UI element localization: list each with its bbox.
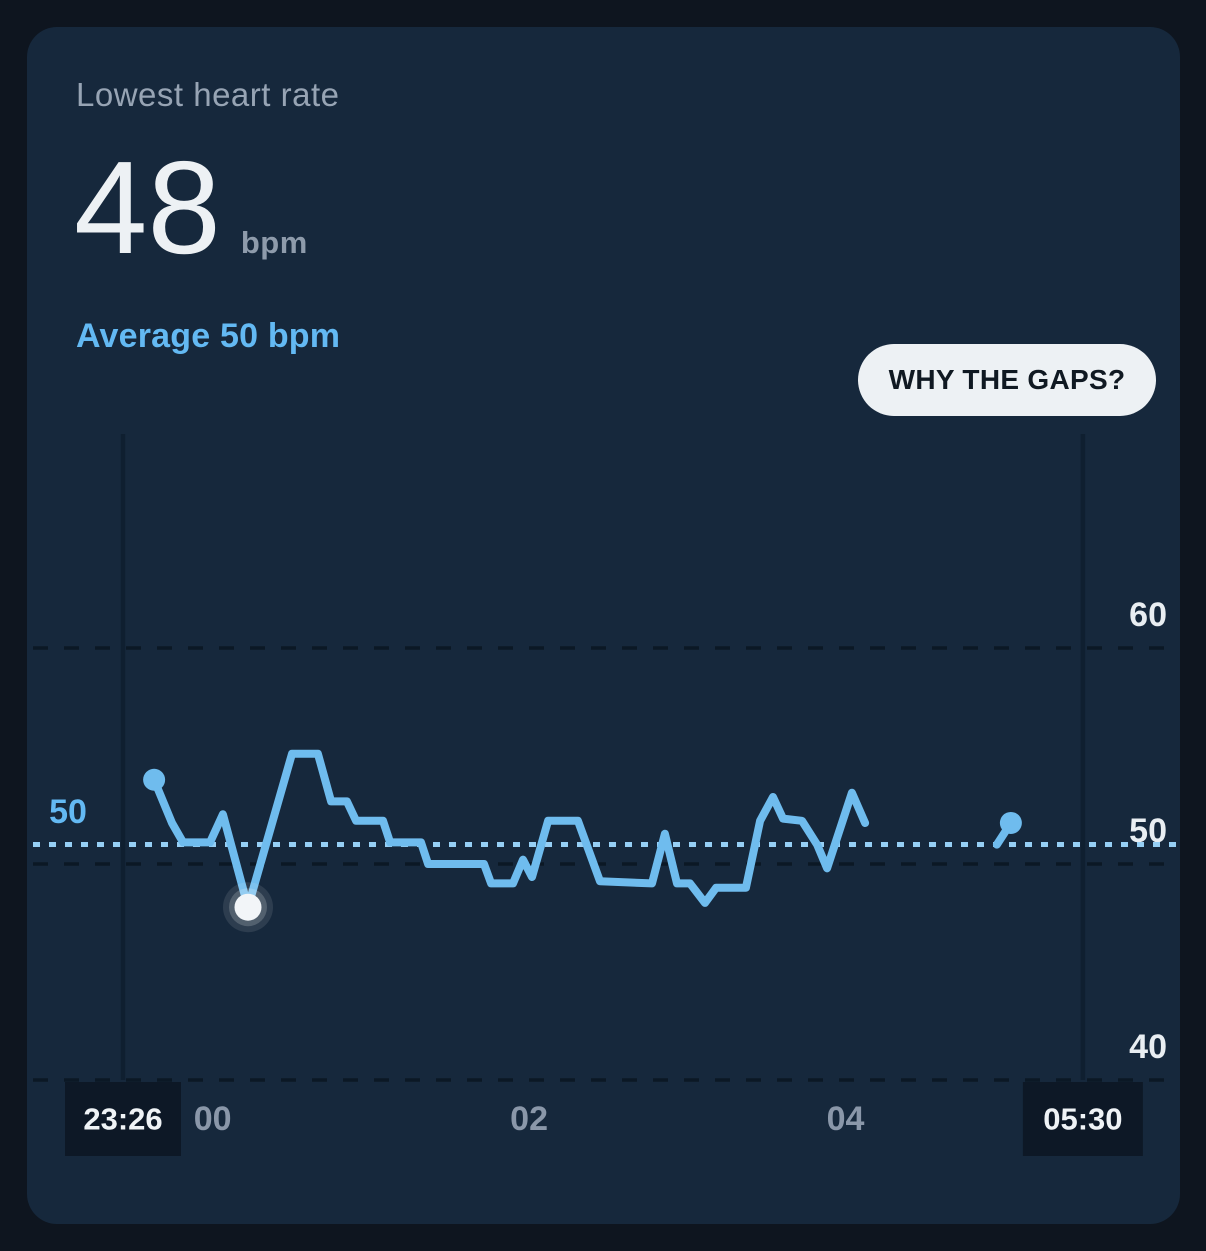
heart-rate-line-segment-1 bbox=[150, 749, 870, 912]
lowest-heart-rate-value-row: 48 bpm bbox=[74, 142, 308, 274]
page-title: Lowest heart rate bbox=[76, 76, 340, 113]
y-axis-tick-40: 40 bbox=[1129, 1028, 1167, 1066]
lowest-heart-rate-value: 48 bbox=[74, 134, 221, 281]
x-axis-tick-02: 02 bbox=[510, 1100, 548, 1138]
x-axis-tick-00: 00 bbox=[194, 1100, 232, 1138]
time-box-start-label: 23:26 bbox=[83, 1102, 162, 1137]
heart-rate-card bbox=[27, 27, 1180, 1224]
y-axis-left-tick: 50 bbox=[49, 793, 87, 831]
y-axis-tick-60: 60 bbox=[1129, 596, 1167, 634]
time-box-end-label: 05:30 bbox=[1043, 1102, 1122, 1137]
gap-end-dot bbox=[999, 811, 1022, 834]
x-axis-tick-04: 04 bbox=[827, 1100, 865, 1138]
time-box-end bbox=[1022, 1082, 1143, 1156]
time-box-start bbox=[65, 1082, 181, 1156]
why-the-gaps-button[interactable]: WHY THE GAPS? bbox=[858, 344, 1156, 416]
lowest-point-marker[interactable] bbox=[234, 893, 262, 921]
average-heart-rate-label: Average 50 bpm bbox=[76, 317, 341, 355]
y-axis-tick-50: 50 bbox=[1129, 812, 1167, 850]
bpm-unit-label: bpm bbox=[240, 225, 308, 260]
line-start-dot bbox=[143, 768, 166, 791]
